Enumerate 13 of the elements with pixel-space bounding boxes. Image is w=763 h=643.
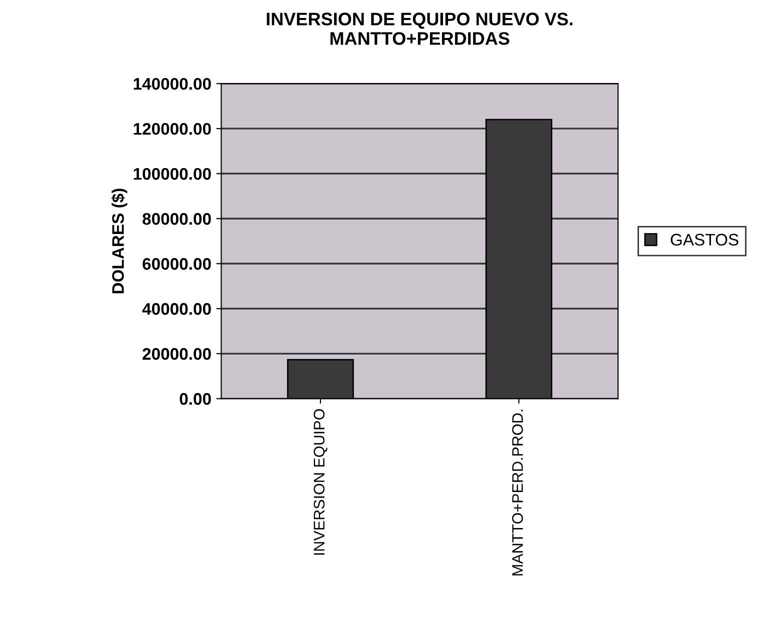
y-tick-label: 80000.00 <box>142 213 211 225</box>
x-tick-label: MANTTO+PERD.PROD. <box>512 410 523 576</box>
y-tick-label: 0.00 <box>180 393 211 405</box>
y-tick-label: 40000.00 <box>142 303 211 315</box>
y-tick-label: 100000.00 <box>134 168 211 180</box>
x-tick-label: INVERSION EQUIPO <box>314 409 328 555</box>
y-tick-label: 20000.00 <box>142 348 211 360</box>
y-tick-label: 60000.00 <box>142 258 211 270</box>
legend-label: GASTOS <box>670 234 738 246</box>
y-axis-title: DOLARES ($) <box>111 188 128 294</box>
y-tick-label: 140000.00 <box>134 78 211 90</box>
y-tick-label: 120000.00 <box>134 123 211 135</box>
chart-title: INVERSION DE EQUIPO NUEVO VS. MANTTO+PERDIDAS <box>266 12 572 45</box>
